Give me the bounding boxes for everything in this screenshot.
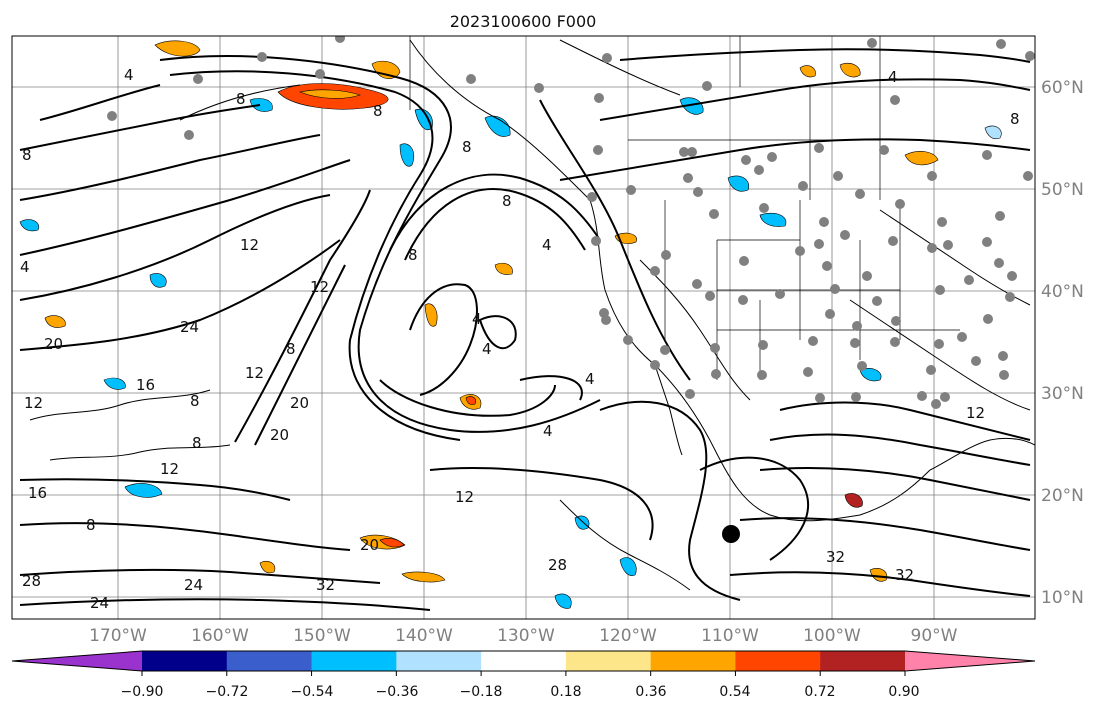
contour-label: 20 <box>290 394 309 412</box>
lon-label-150w: 150°W <box>293 626 351 646</box>
contour-label: 12 <box>310 278 329 296</box>
lon-label-170w: 170°W <box>89 626 147 646</box>
colorbar-tick-labels: −0.90 −0.72 −0.54 −0.36 −0.18 0.18 0.36 … <box>121 684 920 700</box>
contour-label: 8 <box>462 138 472 156</box>
contour-label: 32 <box>895 566 914 584</box>
colorbar-segment <box>820 651 906 671</box>
colorbar-segment <box>396 651 482 671</box>
map-plot-area: 4 8 8 8 8 8 4 4 12 8 12 4 4 24 20 8 12 4… <box>11 35 1036 620</box>
contour-label: 24 <box>180 318 199 336</box>
colorbar-extend-min <box>12 651 142 671</box>
contour-label: 12 <box>24 394 43 412</box>
cyclone-marker <box>722 525 740 543</box>
colorbar-segment <box>650 651 736 671</box>
contour-label: 12 <box>245 364 264 382</box>
contour-label: 32 <box>316 576 335 594</box>
contour-label: 24 <box>184 576 203 594</box>
contour-label: 4 <box>543 422 553 440</box>
colorbar-segment <box>565 651 652 671</box>
contour-label: 8 <box>236 90 246 108</box>
contour-label: 4 <box>542 236 552 254</box>
contour-label: 4 <box>888 68 898 86</box>
colorbar-tick-label: 0.54 <box>719 684 750 700</box>
contour-label: 32 <box>826 548 845 566</box>
lat-label-40n: 40°N <box>1041 282 1084 302</box>
shaded-patches <box>19 40 1002 609</box>
contour-label: 8 <box>22 146 32 164</box>
lon-label-120w: 120°W <box>599 626 657 646</box>
contour-label: 8 <box>86 516 96 534</box>
colorbar-tick-label: −0.36 <box>376 684 419 700</box>
detail-contours <box>29 209 1031 591</box>
contour-label: 8 <box>408 246 418 264</box>
lat-label-10n: 10°N <box>1041 588 1084 608</box>
contour-label: 20 <box>44 335 63 353</box>
contour-label: 16 <box>28 484 47 502</box>
lon-label-160w: 160°W <box>191 626 249 646</box>
colorbar-extend-max <box>905 651 1035 671</box>
contour-label: 24 <box>90 594 109 612</box>
contour-label: 4 <box>124 66 134 84</box>
contour-label-group: 4 8 8 8 8 8 4 4 12 8 12 4 4 24 20 8 12 4… <box>20 66 1020 612</box>
contour-label: 8 <box>190 392 200 410</box>
state-borders <box>409 36 960 380</box>
colorbar-tick-label: −0.72 <box>206 684 249 700</box>
contour-label: 12 <box>966 404 985 422</box>
contour-label: 8 <box>286 340 296 358</box>
contour-label: 28 <box>22 572 41 590</box>
contour-label: 8 <box>192 434 202 452</box>
contour-lines <box>19 48 1031 611</box>
colorbar-tick-label: 0.36 <box>635 684 666 700</box>
contour-label: 4 <box>585 370 595 388</box>
graticule <box>12 36 1035 619</box>
contour-label: 12 <box>160 460 179 478</box>
lon-label-110w: 110°W <box>701 626 759 646</box>
colorbar-segment <box>481 651 567 671</box>
lon-label-130w: 130°W <box>497 626 555 646</box>
colorbar-segments <box>11 650 1036 672</box>
contour-label: 12 <box>240 236 259 254</box>
colorbar: −0.90 −0.72 −0.54 −0.36 −0.18 0.18 0.36 … <box>11 650 1036 700</box>
contour-label: 8 <box>373 102 383 120</box>
lat-label-50n: 50°N <box>1041 180 1084 200</box>
colorbar-tick-label: 0.18 <box>550 684 581 700</box>
colorbar-tick-label: 0.72 <box>804 684 835 700</box>
colorbar-segment <box>311 651 397 671</box>
station-dots <box>107 36 1035 409</box>
contour-label: 20 <box>360 536 379 554</box>
map-title: 2023100600 F000 <box>450 12 597 31</box>
contour-label: 12 <box>455 488 474 506</box>
lat-label-20n: 20°N <box>1041 486 1084 506</box>
contour-label: 16 <box>136 376 155 394</box>
colorbar-segment <box>142 651 228 671</box>
contour-label: 8 <box>502 192 512 210</box>
colorbar-segment <box>735 651 821 671</box>
contour-label: 28 <box>548 556 567 574</box>
contour-label: 4 <box>472 310 482 328</box>
contour-label: 4 <box>482 340 492 358</box>
lat-label-30n: 30°N <box>1041 384 1084 404</box>
contour-label: 20 <box>270 426 289 444</box>
colorbar-tick-label: −0.18 <box>460 684 503 700</box>
plot-background <box>12 36 1035 619</box>
colorbar-ticks <box>141 671 906 676</box>
latitude-labels: 60°N 50°N 40°N 30°N 20°N 10°N <box>1041 78 1084 608</box>
lon-label-100w: 100°W <box>803 626 861 646</box>
lat-label-60n: 60°N <box>1041 78 1084 98</box>
lon-label-90w: 90°W <box>911 626 958 646</box>
colorbar-tick-label: −0.90 <box>121 684 164 700</box>
lon-label-140w: 140°W <box>395 626 453 646</box>
contour-label: 8 <box>1010 110 1020 128</box>
plot-frame <box>11 35 1036 620</box>
colorbar-tick-label: −0.54 <box>291 684 334 700</box>
colorbar-segment <box>226 651 313 671</box>
contour-label: 4 <box>20 258 30 276</box>
colorbar-tick-label: 0.90 <box>888 684 919 700</box>
longitude-labels: 170°W 160°W 150°W 140°W 130°W 120°W 110°… <box>89 626 958 646</box>
